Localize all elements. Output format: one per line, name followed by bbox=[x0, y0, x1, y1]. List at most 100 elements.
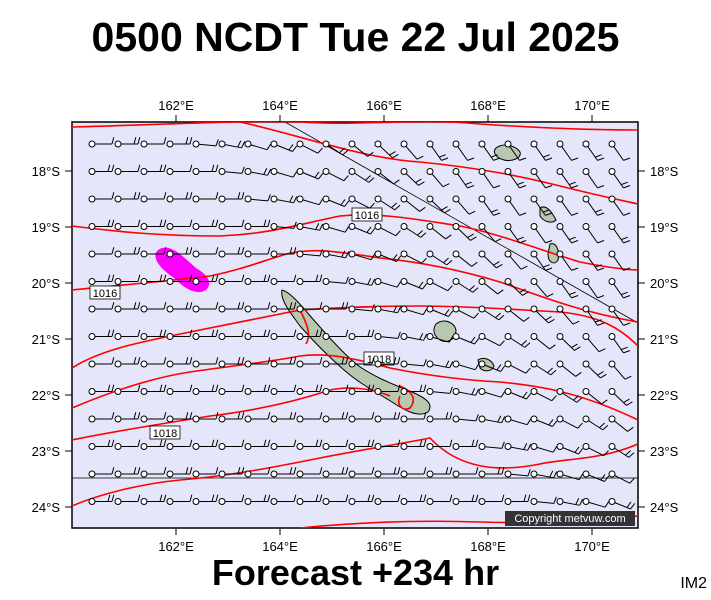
wind-barb bbox=[348, 250, 376, 261]
wind-barb bbox=[114, 384, 141, 395]
wind-barb bbox=[452, 195, 476, 215]
wind-barb bbox=[218, 467, 245, 478]
wind-barb bbox=[556, 278, 579, 299]
wind-barb bbox=[426, 140, 449, 161]
boundary-line bbox=[284, 122, 638, 324]
wind-barb bbox=[218, 274, 245, 285]
wind-barb bbox=[608, 140, 631, 161]
wind-barb bbox=[296, 329, 323, 340]
wind-barb bbox=[504, 168, 527, 189]
wind-barb bbox=[608, 305, 631, 326]
wind-barb bbox=[270, 140, 298, 152]
wind-barb bbox=[582, 195, 605, 216]
wind-barb bbox=[140, 302, 167, 313]
wind-barb bbox=[374, 494, 401, 505]
wind-barb bbox=[270, 357, 297, 368]
wind-barb bbox=[530, 250, 553, 271]
lat-label-right: 24°S bbox=[650, 500, 679, 515]
isobar-label: 1016 bbox=[93, 288, 117, 300]
wind-barb bbox=[218, 439, 245, 450]
wind-barb bbox=[244, 274, 271, 285]
wind-barb bbox=[218, 192, 245, 203]
wind-barb bbox=[218, 219, 245, 230]
wind-barb bbox=[348, 439, 375, 450]
wind-barb bbox=[426, 333, 454, 343]
wind-barb bbox=[166, 494, 193, 505]
wind-barb bbox=[270, 274, 297, 285]
wind-barb bbox=[270, 302, 297, 313]
wind-barb bbox=[114, 302, 141, 313]
lat-label-right: 20°S bbox=[650, 276, 679, 291]
lat-label-right: 23°S bbox=[650, 444, 679, 459]
wind-barb bbox=[400, 305, 428, 316]
wind-barb bbox=[244, 494, 271, 505]
wind-barb bbox=[244, 140, 272, 151]
wind-barb bbox=[530, 333, 556, 350]
wind-barb bbox=[426, 360, 454, 369]
copyright-text: Copyright metvuw.com bbox=[514, 513, 625, 525]
wind-barb bbox=[322, 195, 350, 207]
wind-barb bbox=[504, 494, 531, 505]
wind-barb bbox=[478, 360, 506, 372]
wind-barb bbox=[504, 469, 531, 478]
wind-barb bbox=[166, 467, 193, 478]
wind-barb bbox=[426, 305, 454, 317]
wind-barb bbox=[140, 247, 167, 258]
wind-barb bbox=[478, 333, 505, 347]
wind-barb bbox=[296, 302, 323, 313]
wind-barb bbox=[296, 384, 323, 395]
wind-barb bbox=[556, 470, 584, 481]
wind-barb bbox=[400, 168, 425, 186]
wind-barb bbox=[114, 357, 141, 368]
wind-barb bbox=[114, 467, 141, 478]
wind-barb bbox=[478, 168, 501, 189]
wind-barb bbox=[374, 384, 401, 395]
wind-barb bbox=[166, 329, 193, 340]
lat-label-left: 24°S bbox=[32, 500, 61, 515]
wind-barb bbox=[530, 278, 554, 298]
forecast-label: Forecast +234 hr bbox=[211, 552, 500, 593]
wind-barb bbox=[166, 357, 193, 368]
wind-barb bbox=[608, 195, 631, 216]
lon-label-top: 162°E bbox=[158, 98, 194, 113]
lat-label-left: 23°S bbox=[32, 444, 61, 459]
lat-label-left: 21°S bbox=[32, 332, 61, 347]
wind-barb bbox=[426, 467, 453, 478]
lon-label-top: 166°E bbox=[366, 98, 402, 113]
wind-barb bbox=[556, 195, 579, 216]
wind-barb bbox=[296, 223, 324, 231]
wind-barb bbox=[400, 278, 428, 290]
wind-barb bbox=[322, 439, 349, 450]
wind-barb bbox=[322, 412, 349, 423]
wind-barb bbox=[530, 443, 558, 453]
wind-barb bbox=[88, 137, 115, 148]
wind-barb bbox=[88, 247, 115, 258]
wind-barb bbox=[400, 439, 427, 450]
wind-barb bbox=[88, 384, 115, 395]
wind-barb bbox=[192, 139, 219, 148]
wind-barb bbox=[556, 498, 584, 506]
wind-barb bbox=[244, 219, 271, 230]
wind-barb bbox=[296, 274, 323, 285]
lon-label-bottom: 170°E bbox=[574, 539, 610, 554]
wind-barb bbox=[556, 223, 579, 244]
wind-barb bbox=[426, 278, 453, 292]
wind-barb bbox=[244, 467, 271, 478]
wind-barb bbox=[556, 333, 581, 351]
wind-barb bbox=[452, 467, 479, 478]
wind-barb bbox=[348, 357, 375, 368]
wind-barb bbox=[582, 250, 605, 271]
lat-label-right: 21°S bbox=[650, 332, 679, 347]
wind-barb bbox=[348, 494, 375, 505]
wind-barb bbox=[452, 278, 479, 293]
isobar-label-box bbox=[89, 285, 121, 300]
wind-barb bbox=[504, 278, 529, 296]
wind-barb bbox=[608, 388, 633, 406]
wind-barb bbox=[218, 247, 245, 258]
wind-barb bbox=[608, 470, 635, 484]
wind-barb bbox=[218, 140, 246, 149]
wind-barb bbox=[192, 219, 219, 230]
wind-barb bbox=[452, 333, 480, 345]
wind-barb bbox=[270, 247, 297, 258]
